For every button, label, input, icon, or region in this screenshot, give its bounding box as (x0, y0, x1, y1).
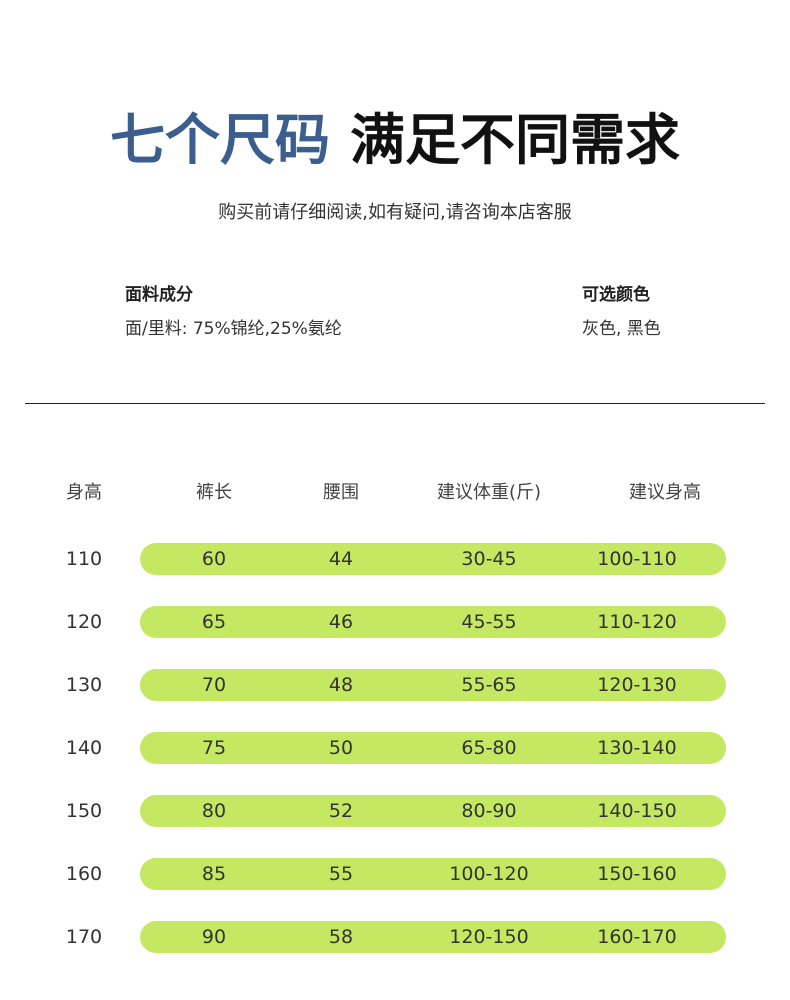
cell-suggested-weight: 45-55 (461, 611, 517, 633)
row-highlight (140, 543, 726, 575)
size-row: 120 65 46 45-55 110-120 (0, 606, 790, 669)
colors-value: 灰色, 黑色 (582, 319, 661, 339)
cell-height: 140 (65, 737, 103, 759)
cell-height: 150 (65, 800, 103, 822)
cell-suggested-height: 120-130 (597, 674, 677, 696)
cell-pants-length: 75 (201, 737, 227, 759)
header-waist: 腰围 (323, 482, 359, 503)
cell-waist: 50 (328, 737, 354, 759)
size-row: 130 70 48 55-65 120-130 (0, 669, 790, 732)
cell-pants-length: 70 (201, 674, 227, 696)
cell-suggested-weight: 55-65 (461, 674, 517, 696)
size-row: 110 60 44 30-45 100-110 (0, 543, 790, 606)
page-subtitle: 购买前请仔细阅读,如有疑问,请咨询本店客服 (218, 202, 572, 223)
cell-suggested-height: 130-140 (597, 737, 677, 759)
cell-pants-length: 90 (201, 926, 227, 948)
cell-height: 120 (65, 611, 103, 633)
cell-suggested-height: 140-150 (597, 800, 677, 822)
cell-height: 130 (65, 674, 103, 696)
size-table-body: 110 60 44 30-45 100-110 120 65 46 45-55 110-120 13… (0, 543, 790, 984)
row-highlight (140, 795, 726, 827)
size-row: 170 90 58 120-150 160-170 (0, 921, 790, 984)
cell-height: 160 (65, 863, 103, 885)
row-highlight (140, 606, 726, 638)
size-row: 150 80 52 80-90 140-150 (0, 795, 790, 858)
table-header: 身高 裤长 腰围 建议体重(斤) 建议身高 (0, 481, 790, 505)
title-rest: 满足不同需求 (350, 108, 681, 172)
cell-height: 170 (65, 926, 103, 948)
cell-pants-length: 85 (201, 863, 227, 885)
cell-waist: 58 (328, 926, 354, 948)
cell-height: 110 (65, 548, 103, 570)
page-title: 七个尺码 满足不同需求 (0, 107, 790, 173)
cell-suggested-height: 110-120 (597, 611, 677, 633)
header-suggested-weight: 建议体重(斤) (436, 482, 542, 503)
cell-suggested-height: 160-170 (597, 926, 677, 948)
row-highlight (140, 669, 726, 701)
size-row: 140 75 50 65-80 130-140 (0, 732, 790, 795)
cell-suggested-weight: 65-80 (461, 737, 517, 759)
header-height: 身高 (66, 482, 102, 503)
cell-waist: 44 (328, 548, 354, 570)
cell-pants-length: 80 (201, 800, 227, 822)
cell-suggested-height: 150-160 (597, 863, 677, 885)
colors-label: 可选颜色 (582, 285, 650, 305)
cell-waist: 48 (328, 674, 354, 696)
cell-pants-length: 65 (201, 611, 227, 633)
cell-suggested-weight: 30-45 (461, 548, 517, 570)
row-highlight (140, 858, 726, 890)
cell-waist: 52 (328, 800, 354, 822)
section-divider (25, 403, 765, 404)
size-row: 160 85 55 100-120 150-160 (0, 858, 790, 921)
row-highlight (140, 921, 726, 953)
cell-waist: 46 (328, 611, 354, 633)
cell-suggested-weight: 100-120 (449, 863, 529, 885)
cell-pants-length: 60 (201, 548, 227, 570)
header-suggested-height: 建议身高 (629, 482, 701, 503)
cell-suggested-height: 100-110 (597, 548, 677, 570)
header-pants-length: 裤长 (196, 482, 232, 503)
title-highlight: 七个尺码 (109, 108, 330, 172)
cell-waist: 55 (328, 863, 354, 885)
cell-suggested-weight: 80-90 (461, 800, 517, 822)
row-highlight (140, 732, 726, 764)
fabric-value: 面/里料: 75%锦纶,25%氨纶 (125, 319, 342, 339)
fabric-label: 面料成分 (125, 285, 193, 305)
cell-suggested-weight: 120-150 (449, 926, 529, 948)
